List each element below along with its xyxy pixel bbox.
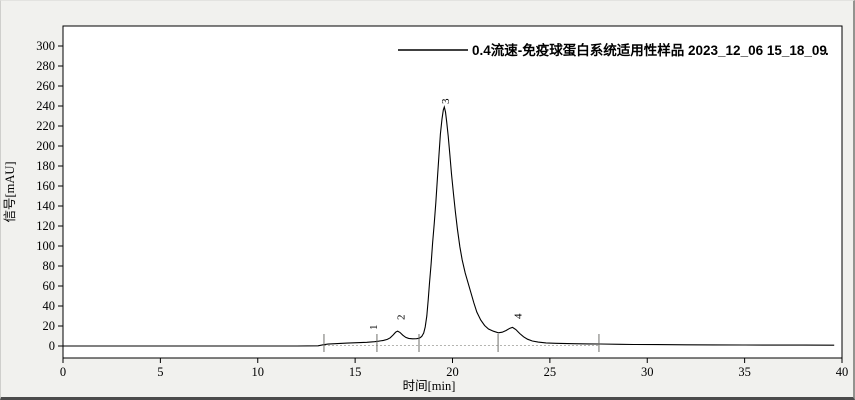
y-tick-label: 60 (43, 279, 56, 293)
y-tick-label: 120 (36, 219, 55, 233)
y-tick-label: 140 (36, 199, 55, 213)
peak-label-2: 2 (396, 315, 408, 321)
peak-label-4: 4 (512, 313, 524, 319)
y-tick-label: 40 (43, 299, 56, 313)
legend-label: 0.4流速-免疫球蛋白系统适用性样品 2023_12_06 15_18_09 (472, 42, 827, 58)
x-tick-label: 25 (544, 365, 557, 379)
y-axis-title: 信号[mAU] (3, 161, 17, 222)
x-axis-title: 时间[min] (403, 379, 456, 393)
x-tick-label: 40 (836, 365, 849, 379)
x-tick-label: 20 (446, 365, 459, 379)
legend-trailing-dot: . (825, 43, 829, 58)
peak-labels: 1 2 3 4 (368, 98, 524, 330)
x-tick-label: 5 (157, 365, 163, 379)
x-tick-label: 15 (349, 365, 362, 379)
y-tick-label: 200 (36, 139, 55, 153)
signal-trace (63, 105, 835, 347)
y-tick-label: 240 (36, 99, 55, 113)
y-tick-label: 180 (36, 159, 55, 173)
y-tick-label: 280 (36, 59, 55, 73)
legend: 0.4流速-免疫球蛋白系统适用性样品 2023_12_06 15_18_09 . (398, 42, 829, 58)
x-tick-label: 10 (252, 365, 265, 379)
x-tick-label: 35 (738, 365, 751, 379)
x-tick-label: 0 (60, 365, 66, 379)
peak-label-3: 3 (440, 98, 452, 104)
axes-ticks: 0204060801001201401601802002202402602803… (36, 39, 848, 379)
y-tick-label: 160 (36, 179, 55, 193)
x-tick-label: 30 (641, 365, 654, 379)
peak-label-1: 1 (368, 325, 380, 331)
y-tick-label: 100 (36, 239, 55, 253)
y-tick-label: 0 (49, 339, 55, 353)
y-tick-label: 300 (36, 39, 55, 53)
signal-polyline (63, 105, 835, 347)
y-tick-label: 80 (43, 259, 56, 273)
plot-area (62, 25, 843, 359)
integration-marks (323, 334, 600, 352)
y-tick-label: 20 (43, 319, 56, 333)
y-tick-label: 260 (36, 79, 55, 93)
y-tick-label: 220 (36, 119, 55, 133)
